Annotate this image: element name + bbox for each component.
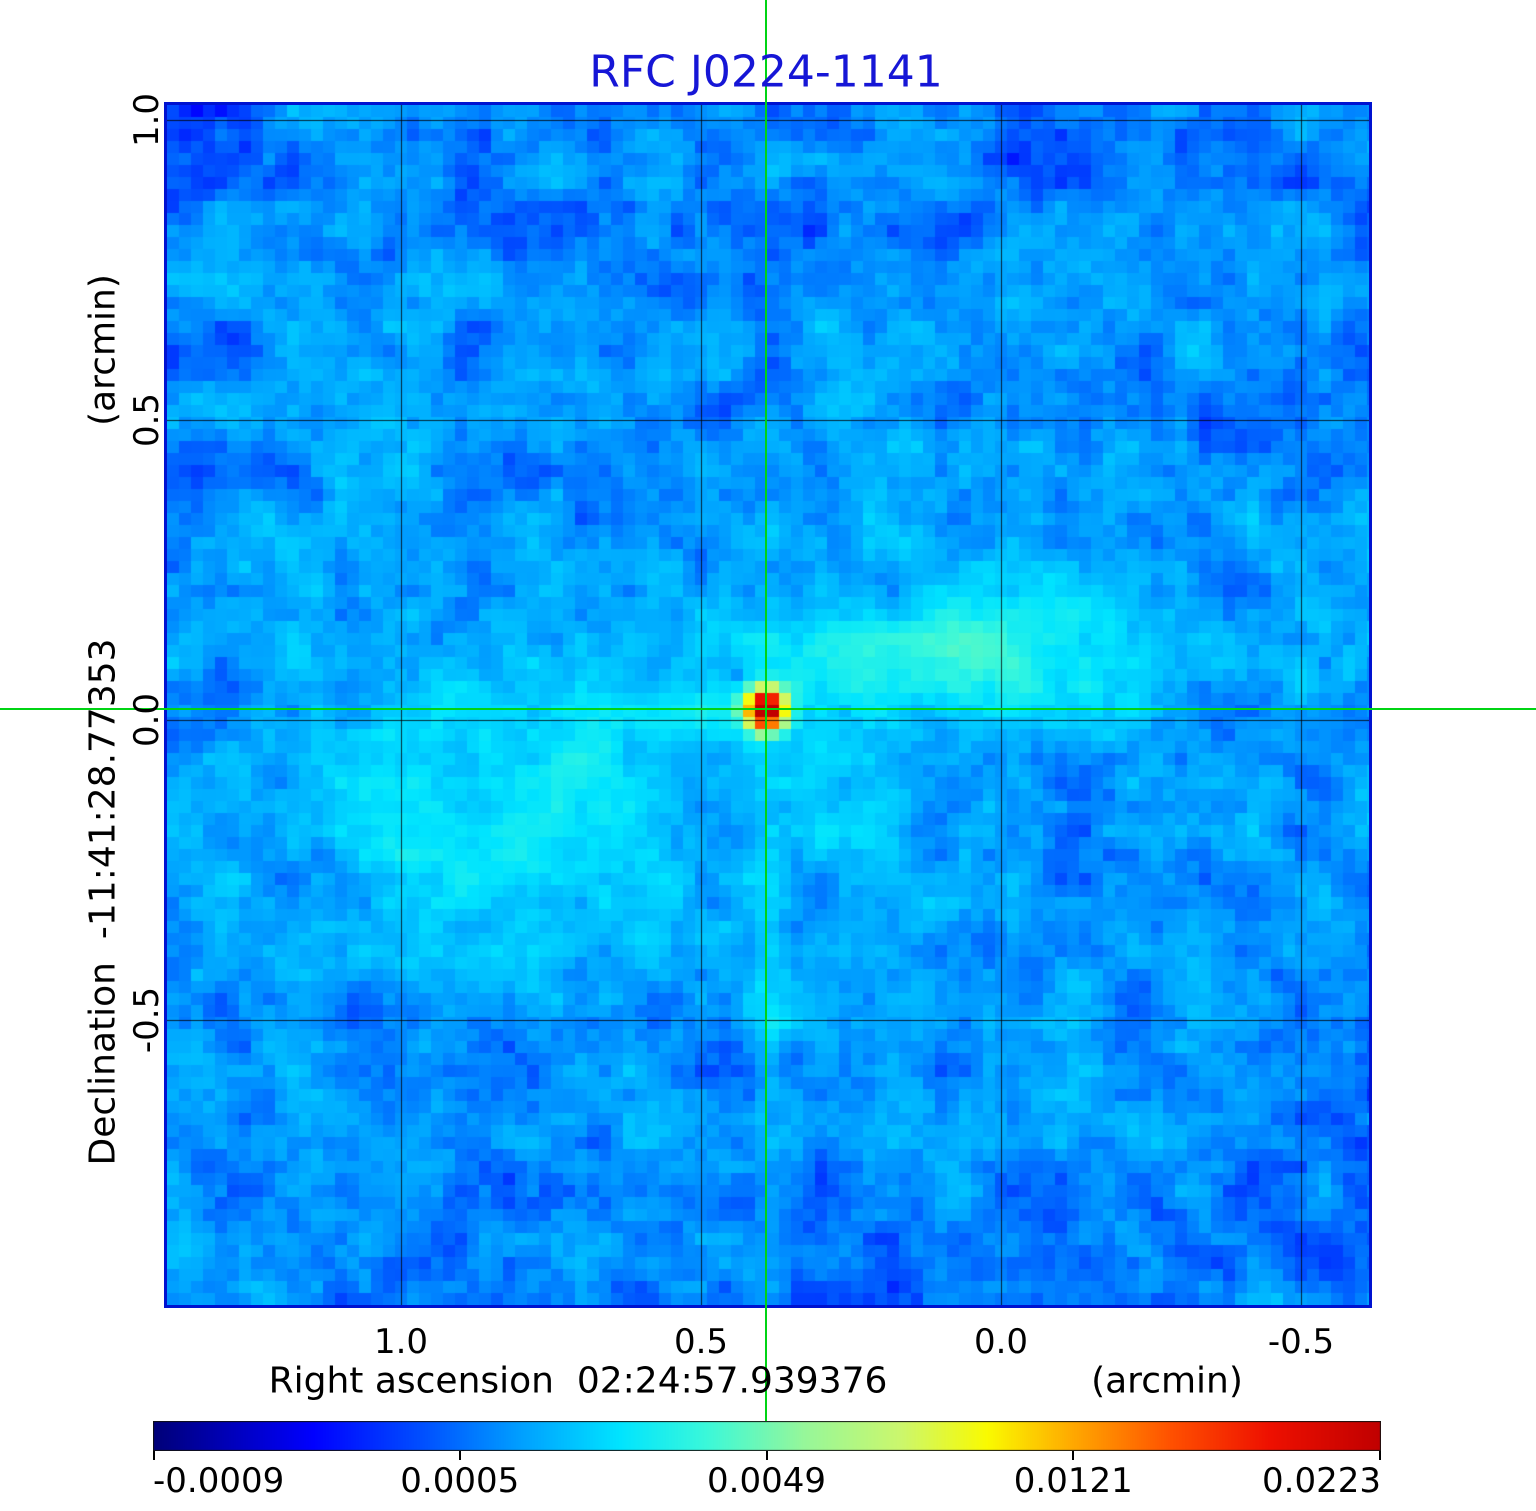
colorbar-tick [1072, 1451, 1075, 1460]
y-axis-tick-label: 0.5 [127, 392, 167, 448]
colorbar-tick-label: 0.0121 [1013, 1461, 1133, 1501]
chart-title: RFC J0224-1141 [589, 46, 943, 98]
colorbar-tick [1379, 1451, 1381, 1460]
y-axis-tick-label: 0.0 [127, 692, 167, 748]
x-axis-unit-label: (arcmin) [1091, 1360, 1243, 1402]
colorbar-tick-label: 0.0049 [707, 1461, 826, 1501]
colorbar-tick-label: -0.0009 [153, 1461, 285, 1501]
x-axis-tick-label: 1.0 [373, 1322, 429, 1362]
colorbar-tick [153, 1451, 155, 1460]
colorbar-tick-label: 0.0005 [400, 1461, 520, 1501]
colorbar [153, 1421, 1381, 1451]
colorbar-tick [765, 1451, 768, 1460]
colorbar-tick-label: 0.0223 [1262, 1461, 1381, 1501]
colorbar-tick [458, 1451, 461, 1460]
sky-map-heatmap [167, 105, 1369, 1305]
y-axis-tick-label: -0.5 [127, 986, 167, 1054]
y-axis-unit-label: (arcmin) [82, 274, 124, 426]
y-axis-tick-label: 1.0 [127, 92, 167, 148]
x-axis-tick-label: 0.5 [673, 1322, 729, 1362]
x-axis-tick-label: 0.0 [973, 1322, 1029, 1362]
x-axis-title: Right ascension 02:24:57.939376 [268, 1360, 888, 1402]
y-axis-title: Declination -11:41:28.77353 [82, 638, 124, 1166]
x-axis-tick-label: -0.5 [1267, 1322, 1335, 1362]
